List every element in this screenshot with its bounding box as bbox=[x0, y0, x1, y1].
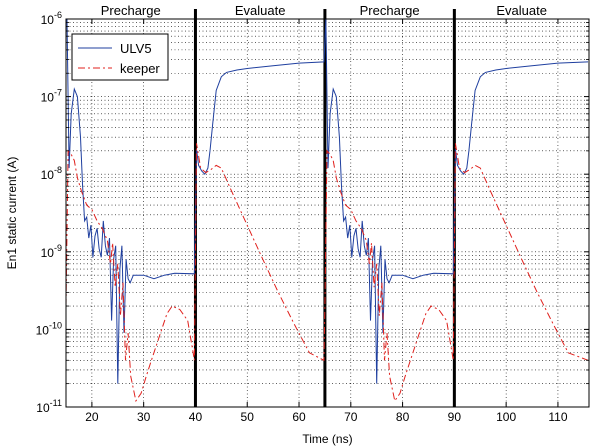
phase-label: Precharge bbox=[360, 3, 420, 18]
x-tick-label: 110 bbox=[548, 410, 567, 424]
series-line-ulv5 bbox=[66, 19, 589, 384]
phase-labels: Precharge Evaluate Precharge Evaluate bbox=[101, 3, 547, 18]
phase-label: Evaluate bbox=[235, 3, 286, 18]
x-tick-label: 90 bbox=[448, 410, 462, 424]
phase-label: Precharge bbox=[101, 3, 161, 18]
x-tick-label: 20 bbox=[85, 410, 99, 424]
y-tick-label: 10-7 bbox=[41, 88, 62, 105]
plot-frame bbox=[65, 18, 590, 408]
phase-label: Evaluate bbox=[496, 3, 547, 18]
y-axis-label: En1 static current (A) bbox=[5, 157, 19, 270]
phase-boundaries bbox=[193, 9, 456, 407]
legend-box bbox=[71, 33, 169, 81]
y-tick-label: 10-10 bbox=[36, 320, 62, 337]
x-tick-label: 40 bbox=[189, 410, 203, 424]
x-tick-label: 100 bbox=[496, 410, 516, 424]
legend: ULV5 keeper bbox=[71, 33, 169, 81]
x-tick-label: 70 bbox=[344, 410, 358, 424]
x-tick-label: 30 bbox=[137, 410, 151, 424]
series-layer bbox=[66, 19, 589, 403]
series-line-keeper bbox=[66, 143, 589, 403]
y-tick-label: 10-8 bbox=[41, 165, 62, 182]
legend-label-keeper: keeper bbox=[120, 61, 160, 76]
y-tick-label: 10-6 bbox=[41, 10, 62, 27]
x-tick-label: 50 bbox=[241, 410, 255, 424]
legend-label-ulv5: ULV5 bbox=[120, 41, 152, 56]
x-tick-label: 80 bbox=[396, 410, 410, 424]
x-tick-label: 60 bbox=[292, 410, 306, 424]
y-tick-label: 10-11 bbox=[36, 398, 62, 415]
x-axis-label: Time (ns) bbox=[302, 432, 352, 446]
axis-ticks: 20 30 40 50 60 70 80 90 100 110 10-11 10-10 10-9 10-8… bbox=[36, 10, 589, 424]
y-tick-label: 10-9 bbox=[41, 243, 62, 260]
